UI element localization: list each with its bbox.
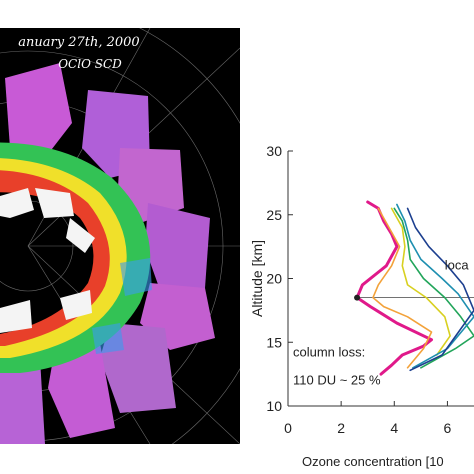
map-green-band [0, 142, 151, 373]
chart-series [354, 200, 474, 376]
y-tick-label: 20 [266, 271, 282, 287]
profile-line-2 [372, 207, 433, 369]
chart-axes [287, 151, 474, 407]
polar-map-panel: anuary 27th, 2000 OClO SCD [0, 28, 240, 444]
x-tick-label: 0 [284, 420, 292, 436]
profile-line-4 [393, 207, 474, 369]
y-tick-label: 15 [266, 334, 282, 350]
map-swaths [0, 63, 215, 444]
profile-line-5 [396, 203, 474, 369]
annotation-column-loss-value: 110 DU ~ 25 % [293, 372, 381, 387]
profile-line-3 [390, 207, 451, 356]
x-tick-label: 6 [444, 420, 452, 436]
x-tick-label: 4 [390, 420, 398, 436]
profile-line-1 [355, 200, 433, 376]
profile-line-6 [406, 207, 474, 372]
map-yellow-band [0, 158, 127, 358]
y-tick-label: 10 [266, 398, 282, 414]
ozone-profile-chart: 10 15 20 25 30 0 2 4 6 Altitude [km] Ozone conce… [249, 143, 474, 469]
map-title: anuary 27th, 2000 [18, 35, 140, 50]
annotation-local: loca [445, 258, 470, 273]
y-tick-label: 25 [266, 207, 282, 223]
annotation-column-loss-title: column loss: [293, 344, 365, 359]
x-axis-label: Ozone concentration [10 [302, 454, 444, 469]
chart-ticks: 10 15 20 25 30 0 2 4 6 [266, 143, 451, 436]
profile-minimum-marker [354, 294, 361, 301]
map-white-patches [0, 188, 95, 333]
y-tick-label: 30 [266, 143, 282, 159]
map-subtitle: OClO SCD [58, 57, 122, 71]
map-blue-patches [92, 258, 152, 354]
x-tick-label: 2 [337, 420, 345, 436]
polar-map [0, 28, 240, 444]
y-axis-label: Altitude [km] [249, 240, 265, 317]
